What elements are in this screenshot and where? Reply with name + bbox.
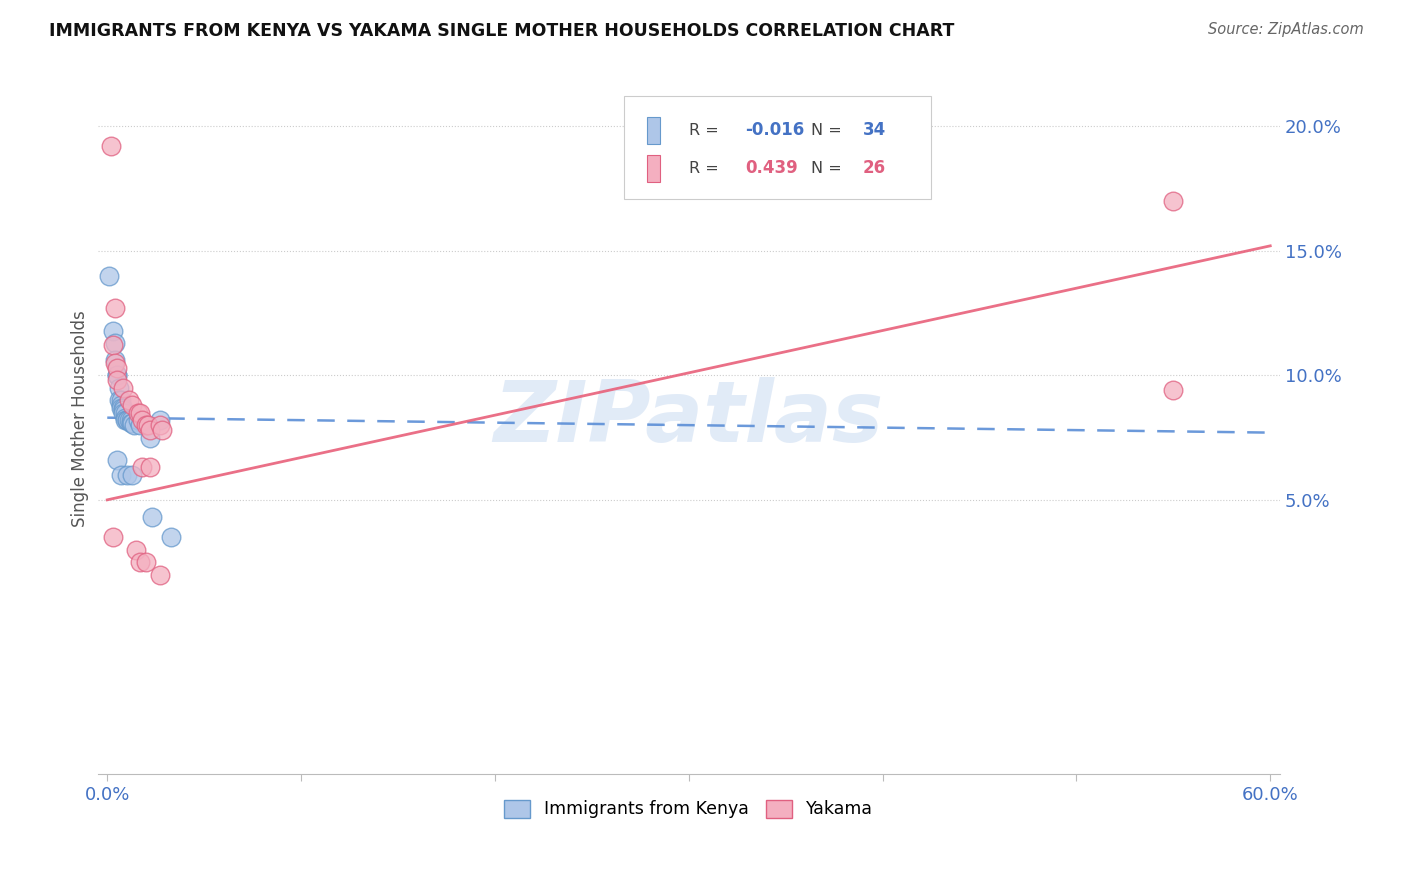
Point: [105, 453, 128, 467]
Point: [105, 373, 128, 387]
Point: [135, 418, 157, 433]
Point: [105, 368, 128, 383]
Point: [131, 413, 153, 427]
Point: [124, 418, 146, 433]
Point: [115, 413, 138, 427]
Y-axis label: Single Mother Households: Single Mother Households: [72, 310, 89, 527]
Point: [141, 510, 163, 524]
Text: N =: N =: [810, 122, 846, 137]
Point: [150, 423, 173, 437]
Point: [114, 406, 136, 420]
Point: [149, 413, 172, 427]
Point: [108, 381, 131, 395]
Point: [1163, 194, 1185, 208]
Point: [149, 567, 172, 582]
Text: R =: R =: [689, 161, 728, 176]
Text: IMMIGRANTS FROM KENYA VS YAKAMA SINGLE MOTHER HOUSEHOLDS CORRELATION CHART: IMMIGRANTS FROM KENYA VS YAKAMA SINGLE M…: [49, 22, 955, 40]
Point: [160, 530, 183, 544]
FancyBboxPatch shape: [624, 96, 931, 199]
Point: [114, 410, 136, 425]
Point: [139, 431, 162, 445]
Point: [101, 530, 124, 544]
Point: [111, 403, 134, 417]
Text: 0.439: 0.439: [745, 160, 799, 178]
Point: [115, 467, 138, 482]
Point: [139, 423, 162, 437]
Bar: [647, 117, 661, 144]
Point: [104, 301, 127, 315]
Point: [98, 268, 121, 283]
Point: [105, 368, 128, 383]
Point: [127, 413, 149, 427]
Point: [110, 467, 132, 482]
Point: [101, 338, 124, 352]
Point: [1163, 384, 1185, 398]
Point: [139, 460, 162, 475]
Text: 34: 34: [862, 121, 886, 139]
Point: [101, 324, 124, 338]
Text: R =: R =: [689, 122, 724, 137]
Point: [105, 360, 128, 375]
Point: [111, 406, 134, 420]
Point: [104, 356, 127, 370]
Point: [111, 381, 134, 395]
Point: [117, 413, 139, 427]
Text: -0.016: -0.016: [745, 121, 804, 139]
Point: [129, 406, 152, 420]
Bar: [647, 155, 661, 182]
Point: [104, 353, 127, 368]
Point: [135, 555, 157, 569]
Point: [117, 393, 139, 408]
Point: [111, 401, 134, 415]
Point: [115, 413, 138, 427]
Point: [131, 460, 153, 475]
Text: Source: ZipAtlas.com: Source: ZipAtlas.com: [1208, 22, 1364, 37]
Point: [121, 467, 143, 482]
Point: [127, 406, 149, 420]
Text: ZIPatlas: ZIPatlas: [494, 377, 884, 460]
Point: [108, 393, 131, 408]
Point: [120, 413, 142, 427]
Point: [136, 418, 159, 433]
Point: [121, 398, 143, 412]
Point: [149, 418, 172, 433]
Point: [114, 413, 136, 427]
Point: [125, 542, 148, 557]
Text: 26: 26: [862, 160, 886, 178]
Point: [100, 139, 122, 153]
Point: [104, 335, 127, 350]
Point: [110, 393, 132, 408]
Point: [121, 416, 143, 430]
Point: [129, 555, 152, 569]
Legend: Immigrants from Kenya, Yakama: Immigrants from Kenya, Yakama: [498, 793, 880, 825]
Point: [110, 398, 132, 412]
Point: [129, 418, 152, 433]
Text: N =: N =: [810, 161, 846, 176]
Point: [110, 401, 132, 415]
Point: [120, 416, 142, 430]
